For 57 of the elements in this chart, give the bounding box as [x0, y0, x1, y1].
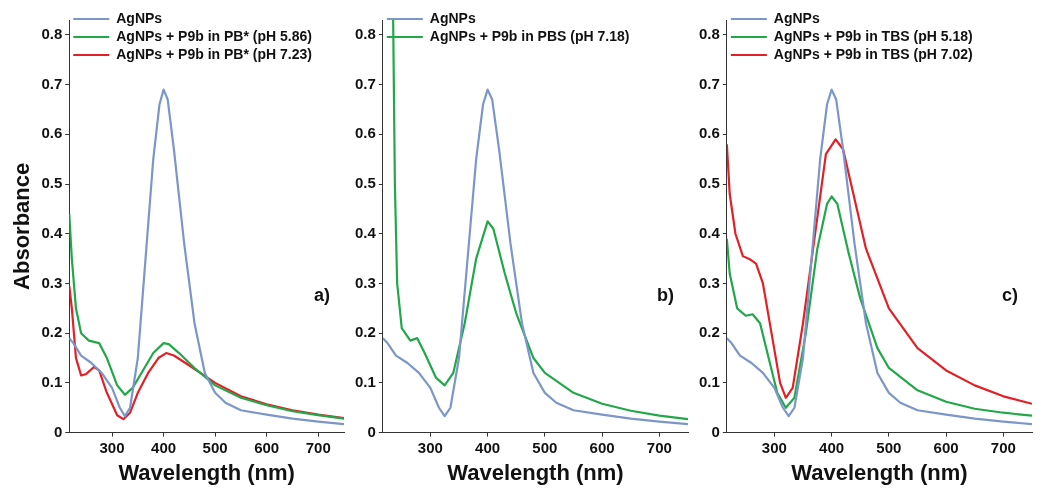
- legend-label: AgNPs + P9b in PB* (pH 7.23): [116, 45, 312, 62]
- y-tick-label: 0.4: [698, 223, 721, 241]
- x-tick-label: 600: [933, 438, 959, 456]
- legend-label: AgNPs: [429, 9, 476, 26]
- y-tick-label: 0: [367, 422, 376, 440]
- annotation: c): [1001, 285, 1018, 306]
- legend-label: AgNPs: [116, 9, 163, 26]
- x-tick-label: 700: [305, 438, 331, 456]
- y-tick-label: 0.3: [354, 273, 376, 291]
- legend-label: AgNPs: [773, 9, 820, 26]
- y-tick-label: 0.3: [698, 273, 720, 291]
- y-tick-label: 0.4: [41, 223, 63, 241]
- y-tick-label: 0.6: [698, 124, 720, 142]
- x-axis-title: Wavelength (nm): [791, 459, 968, 485]
- y-tick-label: 0.6: [41, 124, 63, 142]
- y-tick-label: 0.5: [354, 174, 376, 192]
- y-tick-label: 0.2: [41, 323, 63, 341]
- y-tick-label: 0.2: [354, 323, 376, 341]
- x-tick-label: 500: [202, 438, 228, 456]
- legend-label: AgNPs + P9b in PB* (pH 5.86): [116, 27, 312, 44]
- y-tick-label: 0.7: [41, 74, 63, 92]
- y-tick-label: 0.2: [698, 323, 720, 341]
- legend-label: AgNPs + P9b in TBS (pH 7.02): [773, 45, 973, 62]
- y-tick-label: 0.5: [698, 174, 720, 192]
- y-tick-label: 0.4: [354, 223, 377, 241]
- y-tick-label: 0.7: [698, 74, 720, 92]
- y-tick-label: 0.5: [41, 174, 63, 192]
- x-tick-label: 500: [876, 438, 902, 456]
- x-tick-label: 300: [417, 438, 443, 456]
- x-axis-title: Wavelength (nm): [447, 459, 624, 485]
- y-tick-label: 0.1: [41, 373, 63, 391]
- x-tick-label: 400: [475, 438, 501, 456]
- y-tick-label: 0.8: [41, 25, 63, 43]
- y-tick-label: 0: [53, 422, 63, 440]
- y-axis-title: Absorbance: [9, 162, 35, 290]
- x-tick-label: 600: [254, 438, 280, 456]
- annotation: b): [657, 285, 674, 306]
- y-tick-label: 0.7: [354, 74, 376, 92]
- x-tick-label: 300: [761, 438, 787, 456]
- legend-label: AgNPs + P9b in TBS (pH 5.18): [773, 27, 973, 44]
- x-tick-label: 600: [589, 438, 615, 456]
- legend-label: AgNPs + P9b in PBS (pH 7.18): [429, 27, 630, 44]
- x-tick-label: 700: [646, 438, 672, 456]
- x-tick-label: 400: [151, 438, 177, 456]
- x-tick-label: 700: [990, 438, 1016, 456]
- y-tick-label: 0.8: [698, 25, 720, 43]
- x-tick-label: 400: [819, 438, 845, 456]
- y-tick-label: 0.3: [41, 273, 63, 291]
- annotation: a): [313, 285, 330, 306]
- y-tick-label: 0.1: [698, 373, 720, 391]
- x-tick-label: 300: [99, 438, 125, 456]
- y-tick-label: 0.6: [354, 124, 376, 142]
- y-tick-label: 0: [711, 422, 720, 440]
- x-axis-title: Wavelength (nm): [118, 459, 295, 485]
- y-tick-label: 0.1: [354, 373, 376, 391]
- y-tick-label: 0.8: [354, 25, 376, 43]
- x-tick-label: 500: [532, 438, 558, 456]
